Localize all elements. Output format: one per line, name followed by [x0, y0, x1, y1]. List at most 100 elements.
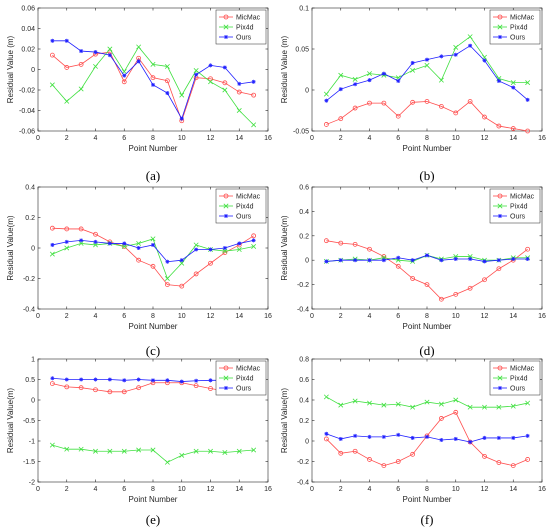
y-axis-title: Residual Value(m) [6, 215, 15, 281]
data-point-pix4d [193, 448, 199, 454]
data-point-pix4d [78, 446, 84, 452]
panel-label: (f) [421, 512, 434, 527]
x-tick-label: 16 [538, 313, 546, 320]
data-point-micmac [222, 80, 228, 86]
y-tick-label: 0.05 [295, 47, 309, 54]
data-point-pix4d [222, 449, 228, 455]
data-point-micmac [496, 460, 502, 465]
x-tick-label: 16 [264, 313, 272, 320]
data-point-pix4d [352, 76, 358, 82]
x-tick-label: 6 [396, 135, 400, 142]
data-point-micmac [367, 457, 372, 462]
data-point-micmac [64, 65, 70, 70]
data-point-ours [482, 58, 487, 63]
data-point-ours [179, 116, 184, 121]
y-tick-label: 0.6 [299, 377, 309, 384]
data-point-micmac [496, 123, 502, 129]
data-point-ours [194, 378, 199, 383]
data-point-micmac [510, 463, 516, 469]
data-point-ours [237, 81, 242, 86]
data-point-micmac [64, 384, 70, 390]
data-point-ours [425, 57, 429, 62]
data-point-ours [93, 377, 98, 382]
y-tick-label: -0.05 [293, 129, 309, 136]
data-point-ours [396, 78, 401, 83]
data-point-micmac [164, 282, 170, 288]
data-point-ours [338, 258, 343, 263]
legend-swatch-marker [498, 214, 502, 218]
data-point-micmac [410, 276, 416, 281]
data-point-ours [525, 256, 530, 261]
legend-entry-pix4d: Pix4d [236, 25, 254, 32]
data-point-micmac [193, 383, 199, 389]
data-point-ours [93, 50, 98, 55]
x-tick-label: 10 [452, 135, 460, 142]
data-point-ours [64, 38, 69, 43]
data-point-ours [324, 98, 329, 103]
data-point-micmac [438, 416, 444, 421]
data-point-pix4d [251, 447, 257, 453]
data-point-pix4d [410, 404, 416, 410]
data-point-ours [136, 59, 141, 64]
data-point-pix4d [78, 86, 84, 92]
data-point-micmac [338, 240, 344, 246]
data-point-pix4d [49, 82, 55, 88]
data-point-ours [468, 440, 473, 445]
y-tick-label: 0.1 [299, 6, 309, 13]
data-point-micmac [352, 105, 358, 111]
x-tick-label: 14 [235, 313, 243, 320]
legend-swatch-marker [497, 24, 503, 30]
x-tick-label: 4 [368, 135, 372, 142]
data-point-pix4d [49, 251, 55, 257]
series-micmac [323, 238, 531, 302]
x-tick-label: 8 [151, 135, 155, 142]
data-point-ours [107, 377, 112, 382]
data-point-pix4d [150, 447, 156, 453]
series-micmac [49, 225, 257, 289]
data-point-pix4d [424, 62, 430, 68]
x-tick-label: 12 [207, 486, 215, 493]
data-point-ours [381, 434, 386, 439]
data-point-pix4d [164, 276, 170, 281]
x-tick-label: 2 [65, 313, 69, 320]
data-point-micmac [338, 450, 344, 456]
x-tick-label: 0 [36, 486, 40, 493]
data-point-ours [439, 258, 444, 263]
legend-swatch-marker [498, 35, 502, 39]
data-point-ours [338, 87, 343, 92]
y-axis-title: Residual Value(m) [6, 388, 15, 454]
x-tick-label: 6 [122, 313, 126, 320]
chart-panel-d: 0 2 4 6 8 10 12 14 16 -0.4 -0.2 0 0.2 0.4 0.6 Point Num… [280, 185, 546, 359]
series-ours [50, 38, 256, 121]
series-line-ours [326, 45, 528, 101]
data-point-micmac [78, 61, 84, 67]
x-tick-label: 2 [339, 313, 343, 320]
data-point-ours [50, 242, 55, 247]
data-point-micmac [453, 291, 459, 297]
x-tick-label: 8 [425, 313, 429, 320]
data-point-micmac [179, 283, 185, 289]
legend: MicMac Pix4d Ours [489, 9, 541, 45]
data-point-ours [367, 258, 372, 263]
data-point-micmac [424, 282, 430, 288]
y-axis-title: Residual Value(m) [280, 388, 289, 454]
y-tick-label: 0.4 [299, 398, 309, 405]
data-point-micmac [395, 459, 401, 464]
data-point-pix4d [496, 404, 502, 410]
data-point-micmac [510, 126, 516, 131]
data-point-pix4d [64, 98, 70, 104]
legend: MicMac Pix4d Ours [215, 188, 267, 224]
data-point-micmac [410, 99, 416, 105]
y-axis-title: Residual Value(m) [280, 215, 289, 281]
y-tick-label: 0 [31, 398, 35, 405]
y-tick-label: 0 [31, 246, 35, 253]
y-tick-label: 0.06 [21, 6, 35, 13]
data-point-micmac [467, 99, 473, 104]
x-tick-label: 10 [452, 486, 460, 493]
legend-swatch-marker [224, 386, 228, 390]
data-point-micmac [525, 128, 531, 134]
data-point-micmac [395, 263, 401, 269]
data-point-ours [107, 53, 112, 58]
data-point-ours [482, 259, 487, 264]
